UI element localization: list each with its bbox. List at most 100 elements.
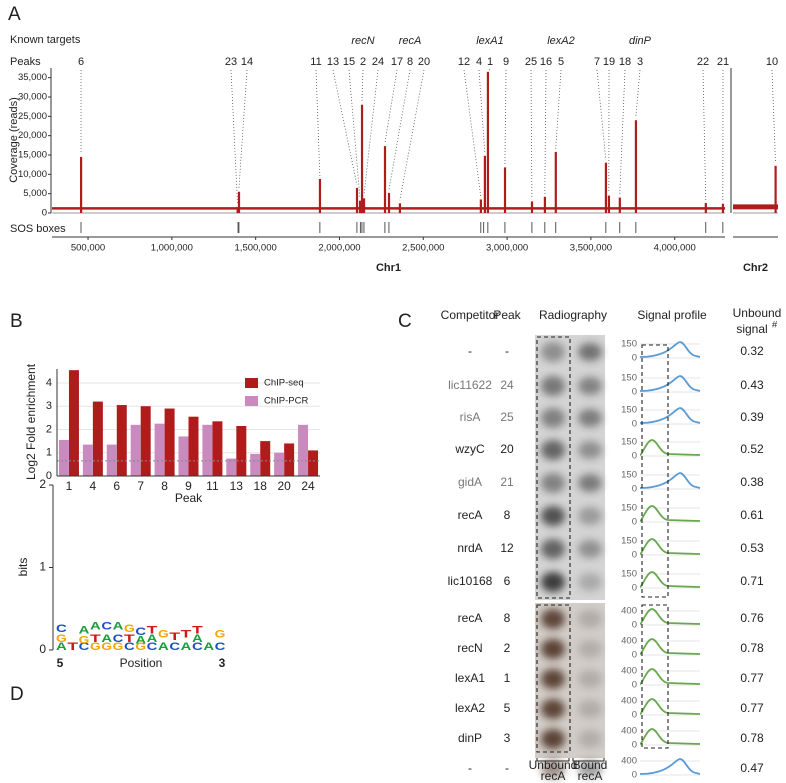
- profile-curve: [639, 668, 701, 685]
- bound-band: [578, 377, 602, 395]
- legend-swatch: [245, 396, 258, 406]
- header: Radiography: [539, 308, 607, 322]
- peak: [607, 195, 611, 213]
- x-tick-label: 1,500,000: [235, 243, 277, 254]
- profile-tick: 0: [632, 680, 637, 691]
- highlight-box: [641, 344, 669, 598]
- unbound-signal: 0.43: [740, 378, 764, 392]
- logo-letter: C: [215, 641, 226, 653]
- profile-tick: 150: [621, 405, 637, 416]
- x-axis-label: Peak: [175, 491, 203, 505]
- profile-curve: [639, 439, 701, 456]
- unbound-signal: 0.61: [740, 508, 764, 522]
- competitor: risA: [460, 410, 481, 424]
- competitor: lexA2: [455, 701, 485, 715]
- peak: [704, 202, 707, 213]
- logo-letter: A: [181, 641, 192, 653]
- competitor: -: [468, 344, 472, 358]
- profile-tick: 0: [632, 550, 637, 561]
- logo-letter: G: [135, 641, 146, 653]
- unbound-signal: 0.38: [740, 475, 764, 489]
- bar: [82, 444, 93, 476]
- header: Unbound: [733, 306, 782, 320]
- peak: 12: [500, 541, 514, 555]
- unbound-signal: 0.77: [740, 671, 764, 685]
- x-tick-label: 24: [301, 479, 315, 493]
- leader: [399, 69, 425, 201]
- unbound-band: [541, 572, 565, 592]
- leader: [530, 69, 533, 199]
- bar: [68, 370, 79, 476]
- bar: [260, 441, 271, 476]
- x-tick-label: 11: [206, 479, 219, 493]
- profile-curve: [639, 728, 701, 745]
- bound-band: [578, 343, 602, 361]
- logo-letter: C: [124, 641, 135, 653]
- peak: [355, 187, 359, 213]
- peak: [236, 207, 239, 213]
- profile-tick: 150: [621, 339, 637, 350]
- unbound-band: [541, 759, 565, 779]
- logo-letter: A: [90, 620, 101, 632]
- bar: [164, 408, 175, 476]
- unbound-signal: 0.53: [740, 541, 764, 555]
- logo-letter: T: [147, 625, 158, 637]
- unbound-band: [541, 342, 565, 362]
- footer: recA: [541, 769, 566, 783]
- peak: [543, 196, 547, 213]
- competitor: lic10168: [448, 574, 493, 588]
- peak: [479, 199, 482, 213]
- leader: [487, 68, 491, 71]
- y-tick-label: 15,000: [18, 150, 47, 161]
- bound-band: [578, 730, 602, 748]
- bar: [154, 423, 165, 476]
- bar: [212, 421, 223, 476]
- x-tick-label: 3,000,000: [486, 243, 528, 254]
- y-axis-label: Log2 Fold enrichment: [24, 363, 38, 480]
- y-tick-label: 30,000: [18, 92, 47, 103]
- profile-tick: 0: [632, 387, 637, 398]
- unbound-signal: 0.76: [740, 611, 764, 625]
- x-tick-label: 2,500,000: [402, 243, 444, 254]
- profile-tick: 0: [632, 770, 637, 781]
- profile-tick: 0: [632, 484, 637, 495]
- peak: [383, 146, 387, 213]
- profile-tick: 150: [621, 569, 637, 580]
- x-tick-label: 1: [66, 479, 73, 493]
- leader: [504, 69, 507, 165]
- peak-label: 15: [343, 56, 355, 68]
- bar: [284, 443, 295, 476]
- peak-label: 20: [418, 56, 430, 68]
- unbound-band: [541, 376, 565, 396]
- unbound-band: [541, 729, 565, 749]
- panel-label: D: [10, 684, 24, 705]
- unbound-signal: 0.32: [740, 344, 764, 358]
- y-tick-label: 2: [39, 477, 46, 491]
- panel-label: C: [398, 311, 412, 332]
- legend-label: ChIP-PCR: [264, 396, 308, 407]
- highlight-box: [536, 336, 571, 599]
- x-tick-label: 6: [113, 479, 120, 493]
- logo-letter: T: [90, 633, 101, 645]
- peak: [387, 192, 391, 213]
- profile-tick: 0: [632, 517, 637, 528]
- profile-tick: 400: [621, 636, 637, 647]
- peak: [398, 203, 402, 213]
- logo-letter: A: [192, 633, 203, 645]
- profile-curve: [639, 472, 701, 489]
- bound-band: [578, 474, 602, 492]
- competitor: recA: [458, 508, 483, 522]
- y-tick-label: 1: [46, 447, 52, 459]
- profile-curve: [639, 505, 701, 522]
- bar: [116, 405, 127, 476]
- unbound-band: [541, 539, 565, 559]
- logo-letter: G: [124, 623, 135, 635]
- peak: 2: [504, 641, 511, 655]
- peak: 5: [504, 701, 511, 715]
- profile-tick: 400: [621, 726, 637, 737]
- bar: [274, 452, 285, 476]
- end-label: 3: [219, 656, 226, 670]
- leader: [361, 69, 364, 102]
- logo-letter: A: [135, 634, 146, 646]
